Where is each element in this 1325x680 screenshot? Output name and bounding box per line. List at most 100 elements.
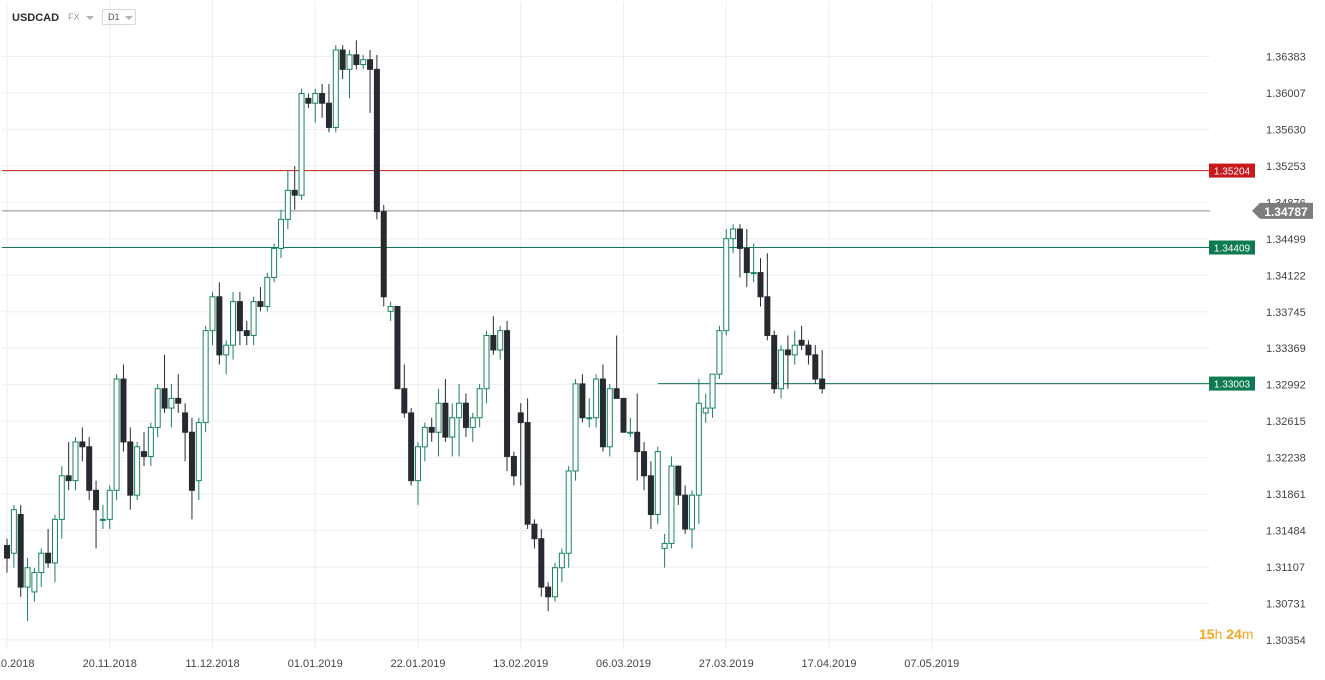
timeframe-dropdown[interactable]: D1 [102, 9, 136, 25]
candle [730, 224, 737, 254]
candle-body [216, 296, 223, 356]
candle-body [504, 330, 511, 457]
candle-body [798, 339, 805, 346]
candle-body [106, 489, 113, 520]
countdown-hours-unit: h [1214, 626, 1223, 642]
candle-body [319, 93, 326, 104]
candle-body [325, 102, 332, 128]
y-tick-label: 1.33369 [1266, 343, 1306, 355]
market-dropdown[interactable]: FX [68, 12, 80, 22]
candle [435, 388, 442, 457]
y-tick-label: 1.35630 [1266, 124, 1306, 136]
price-axis: 1.363831.360071.356301.352531.348761.344… [1266, 51, 1306, 646]
candle [490, 316, 497, 355]
candle-body [531, 523, 538, 540]
candle [552, 562, 558, 602]
y-tick-label: 1.30731 [1266, 598, 1306, 610]
candle-body [339, 49, 346, 70]
candle-body [675, 465, 682, 496]
candle-body [113, 378, 120, 491]
candle [120, 364, 127, 452]
candle [442, 379, 449, 442]
candle [175, 374, 182, 413]
candle [394, 305, 401, 390]
candle-body [593, 378, 600, 419]
candle [428, 417, 435, 442]
candle [661, 533, 668, 568]
candle [757, 258, 764, 307]
candle [141, 432, 147, 467]
candle-body [442, 402, 449, 438]
candle-body [449, 417, 456, 438]
candle-body [250, 301, 257, 336]
y-tick-label: 1.36383 [1266, 51, 1306, 63]
candle [113, 374, 120, 500]
x-tick-label: 07.05.2019 [904, 658, 959, 670]
x-tick-label: 06.03.2019 [596, 658, 651, 670]
candle [38, 548, 45, 588]
candle-body [497, 330, 504, 351]
candle [456, 383, 463, 457]
y-tick-label: 1.31861 [1266, 489, 1306, 501]
candle [380, 204, 387, 307]
candle [387, 301, 394, 321]
candle [531, 519, 538, 549]
candle [606, 383, 613, 457]
candle-body [17, 514, 24, 588]
resistance-label-bg [1209, 163, 1255, 178]
candle-body [483, 334, 490, 390]
y-tick-label: 1.34122 [1266, 270, 1306, 282]
candle-body [613, 388, 620, 399]
candle-body [209, 296, 216, 332]
current-price-tag [1252, 202, 1313, 219]
candle-body [709, 373, 716, 409]
candle [750, 243, 757, 283]
candle [668, 456, 675, 549]
candle [545, 582, 552, 612]
x-tick-label: 13.02.2019 [493, 658, 548, 670]
price-levels [2, 170, 1210, 385]
candle-body [421, 426, 428, 448]
candle [31, 567, 38, 602]
candle-body [545, 586, 552, 598]
y-tick-label: 1.34499 [1266, 234, 1306, 246]
candle [476, 383, 483, 428]
candle [483, 330, 490, 404]
candle-body [127, 441, 134, 496]
candle [86, 437, 93, 500]
candle [223, 340, 230, 375]
candle [209, 291, 216, 346]
candle [819, 350, 826, 394]
candle-body [360, 59, 367, 66]
candle [695, 379, 702, 525]
candle-body [38, 552, 45, 574]
candle-body [723, 238, 730, 332]
candle [99, 504, 106, 530]
countdown-minutes-unit: m [1241, 626, 1254, 642]
candle-body [408, 412, 415, 482]
candle-body [606, 388, 613, 448]
candle [264, 272, 271, 312]
candle-body [634, 431, 641, 453]
market-chevron-down-icon[interactable] [86, 16, 94, 20]
candle [469, 412, 476, 442]
candle-body [415, 446, 421, 482]
candle-body [579, 383, 586, 419]
y-tick-label: 1.32992 [1266, 380, 1306, 392]
symbol-label[interactable]: USDCAD [12, 12, 60, 24]
candle [284, 170, 291, 230]
timeframe-chevron-down-icon [125, 16, 133, 20]
candle-body [264, 276, 271, 307]
candle [72, 437, 79, 491]
candle-body [661, 543, 668, 549]
candle-body [750, 272, 757, 275]
candle [305, 93, 312, 109]
candle [332, 45, 339, 133]
candle [586, 398, 593, 428]
candle [236, 291, 243, 346]
candle [230, 291, 237, 360]
y-tick-label: 1.32238 [1266, 453, 1306, 465]
candle [504, 320, 511, 471]
candle-body [647, 475, 654, 516]
